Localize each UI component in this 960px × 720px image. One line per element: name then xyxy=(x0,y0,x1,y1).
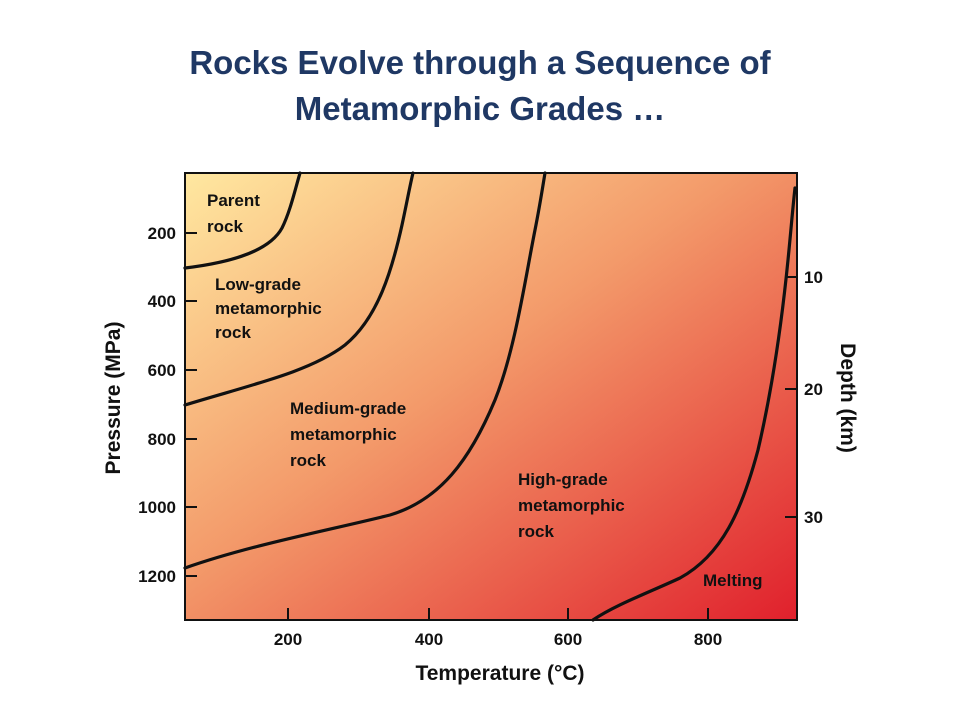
pressure-tick-label: 600 xyxy=(148,361,176,380)
temperature-tick-label: 200 xyxy=(274,630,302,649)
medium-high-boundary xyxy=(183,171,547,570)
pressure-tick-label: 800 xyxy=(148,430,176,449)
region-low-grade: Low-grade metamorphic rock xyxy=(215,275,322,342)
region-label-line: rock xyxy=(290,451,326,470)
pressure-tick-label: 1000 xyxy=(138,498,176,517)
region-label-line: metamorphic xyxy=(215,299,322,318)
region-label-line: rock xyxy=(215,323,251,342)
temperature-tick-label: 600 xyxy=(554,630,582,649)
melting-boundary xyxy=(591,186,797,622)
title-line-1: Rocks Evolve through a Sequence of xyxy=(189,44,771,81)
region-label-line: rock xyxy=(207,217,243,236)
depth-tick-labels: 10 20 30 xyxy=(804,268,823,527)
pressure-tick-label: 400 xyxy=(148,292,176,311)
region-label-line: Medium-grade xyxy=(290,399,406,418)
pressure-tick-label: 1200 xyxy=(138,567,176,586)
temperature-axis-title: Temperature (°C) xyxy=(415,662,584,685)
region-label-line: Parent xyxy=(207,191,260,210)
region-label-line: metamorphic xyxy=(290,425,397,444)
depth-tick-label: 10 xyxy=(804,268,823,287)
region-label-line: Low-grade xyxy=(215,275,301,294)
depth-ticks xyxy=(785,276,797,518)
region-label-line: metamorphic xyxy=(518,496,625,515)
pressure-tick-labels: 200 400 600 800 1000 1200 xyxy=(138,224,176,586)
pressure-ticks xyxy=(185,232,197,577)
temperature-tick-labels: 200 400 600 800 xyxy=(274,630,722,649)
temperature-tick-label: 400 xyxy=(415,630,443,649)
region-label-line: High-grade xyxy=(518,470,608,489)
temperature-tick-label: 800 xyxy=(694,630,722,649)
plot-frame xyxy=(184,172,798,621)
region-label-line: rock xyxy=(518,522,554,541)
region-parent-rock: Parent rock xyxy=(207,191,260,236)
depth-axis-title: Depth (km) xyxy=(836,343,859,453)
parent-low-boundary xyxy=(183,171,302,270)
title-line-2: Metamorphic Grades … xyxy=(294,90,666,127)
slide-title: Rocks Evolve through a Sequence of Metam… xyxy=(0,40,960,132)
low-medium-boundary xyxy=(183,171,415,407)
pressure-axis-title: Pressure (MPa) xyxy=(102,322,125,475)
region-high-grade: High-grade metamorphic rock xyxy=(518,470,625,541)
region-medium-grade: Medium-grade metamorphic rock xyxy=(290,399,406,470)
depth-tick-label: 30 xyxy=(804,508,823,527)
temperature-ticks xyxy=(287,608,709,620)
pressure-tick-label: 200 xyxy=(148,224,176,243)
depth-tick-label: 20 xyxy=(804,380,823,399)
region-melting: Melting xyxy=(703,571,763,590)
plot-area xyxy=(185,173,797,620)
region-label-line: Melting xyxy=(703,571,763,590)
